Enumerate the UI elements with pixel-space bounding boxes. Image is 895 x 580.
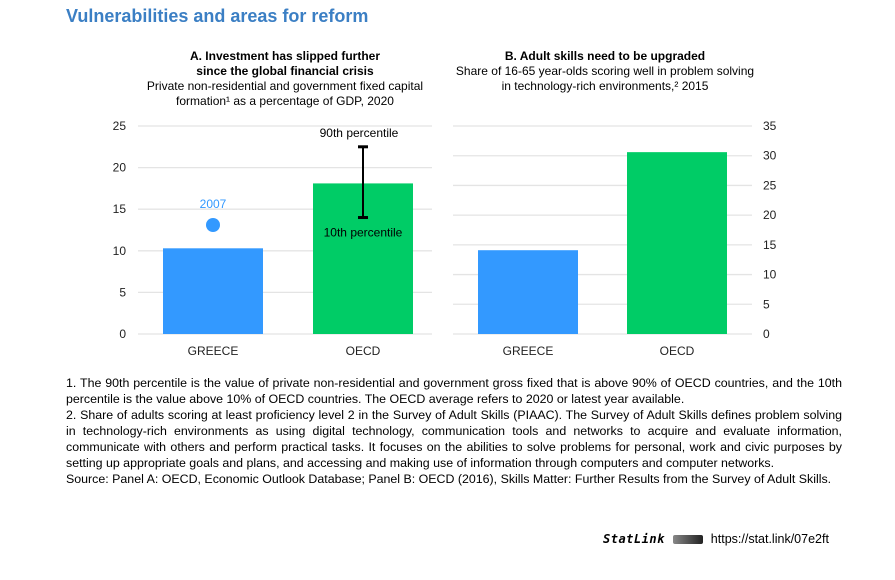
- statlink-logo: StatLink: [603, 532, 665, 546]
- y-tick-label: 0: [119, 327, 126, 341]
- y-tick-label: 15: [763, 238, 777, 252]
- charts-canvas: 0 5 10 15 20 25 GREECE OECD 2007 90th percentile 1…: [113, 119, 777, 358]
- y-tick-label: 0: [763, 327, 770, 341]
- y-tick-label: 10: [113, 244, 127, 258]
- footnote-1: 1. The 90th percentile is the value of p…: [66, 376, 842, 406]
- x-tick-label: OECD: [660, 344, 695, 358]
- footnotes: 1. The 90th percentile is the value of p…: [66, 375, 842, 487]
- bar-greece: [163, 248, 263, 334]
- panel-b-title-line: B. Adult skills need to be upgraded: [504, 49, 706, 63]
- panel-a-subtitle-line: Private non-residential and government f…: [146, 79, 424, 93]
- x-tick-label: GREECE: [188, 344, 239, 358]
- statlink[interactable]: StatLink https://stat.link/07e2ft: [603, 532, 829, 546]
- y-tick-label: 20: [113, 161, 127, 175]
- y-tick-label: 25: [113, 119, 127, 133]
- figure-title: Vulnerabilities and areas for reform: [66, 6, 369, 26]
- y-tick-label: 25: [763, 178, 777, 192]
- x-tick-label: OECD: [346, 344, 381, 358]
- statlink-icon: [672, 534, 703, 544]
- panel-a-subtitle-line: formation¹ as a percentage of GDP, 2020: [176, 94, 394, 108]
- y-tick-label: 5: [763, 297, 770, 311]
- x-tick-label: GREECE: [503, 344, 554, 358]
- panel-a-heading: A. Investment has slipped further since …: [130, 49, 440, 109]
- range-low-label: 10th percentile: [324, 226, 403, 240]
- marker-point: [206, 218, 220, 233]
- y-tick-label: 30: [763, 149, 777, 163]
- range-high-label: 90th percentile: [320, 126, 399, 140]
- y-tick-label: 15: [113, 202, 127, 216]
- source-note: Source: Panel A: OECD, Economic Outlook …: [66, 472, 832, 486]
- y-tick-label: 10: [763, 268, 777, 282]
- y-tick-label: 35: [763, 119, 777, 133]
- footnote-2: 2. Share of adults scoring at least prof…: [66, 408, 842, 470]
- panel-a-title-line: A. Investment has slipped further: [189, 49, 381, 63]
- panel-b-heading: B. Adult skills need to be upgraded Shar…: [440, 49, 770, 94]
- panel-a-title-line: since the global financial crisis: [196, 64, 374, 78]
- bar-greece: [478, 250, 578, 334]
- marker-label: 2007: [200, 197, 227, 211]
- panel-b-subtitle-line: in technology-rich environments,² 2015: [501, 79, 709, 93]
- statlink-url[interactable]: https://stat.link/07e2ft: [710, 532, 829, 546]
- y-tick-label: 20: [763, 208, 777, 222]
- panel-b-subtitle-line: Share of 16-65 year-olds scoring well in…: [455, 64, 755, 78]
- bar-oecd: [627, 152, 727, 334]
- y-tick-label: 5: [119, 285, 126, 299]
